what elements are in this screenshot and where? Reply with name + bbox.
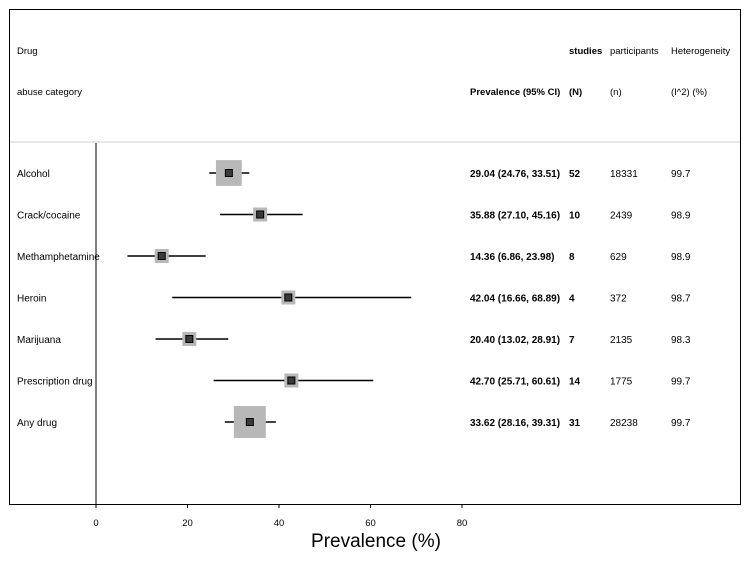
header-heterogeneity-line1: Heterogeneity (671, 46, 730, 57)
studies-count: 8 (569, 252, 575, 263)
studies-count: 31 (569, 418, 581, 429)
forest-row: Methamphetamine 14.36 (6.86, 23.98) 8 629 98… (17, 249, 691, 263)
participants-count: 372 (610, 294, 627, 305)
header-participants-line1: participants (610, 46, 659, 57)
x-axis-title: Prevalence (%) (311, 531, 441, 552)
ci-text: 42.70 (25.71, 60.61) (470, 377, 560, 388)
header-heterogeneity-line2: (I^2) (%) (671, 87, 707, 98)
participants-count: 28238 (610, 418, 638, 429)
ci-text: 33.62 (28.16, 39.31) (470, 418, 560, 429)
participants-count: 2135 (610, 335, 633, 346)
row-label: Any drug (17, 418, 57, 429)
ci-text: 42.04 (16.66, 68.89) (470, 294, 560, 305)
header-participants-line2: (n) (610, 87, 622, 98)
studies-count: 7 (569, 335, 575, 346)
point-estimate (224, 169, 233, 177)
x-tick-label: 40 (274, 518, 285, 529)
heterogeneity-value: 99.7 (671, 418, 691, 429)
row-label: Prescription drug (17, 377, 93, 388)
heterogeneity-value: 99.7 (671, 169, 691, 180)
header-drug-line1: Drug (17, 46, 38, 57)
point-estimate (245, 418, 254, 426)
row-label: Marijuana (17, 335, 61, 346)
studies-count: 4 (569, 294, 575, 305)
point-estimate (287, 376, 296, 385)
participants-count: 18331 (610, 169, 638, 180)
forest-row: Alcohol 29.04 (24.76, 33.51) 52 18331 99.7 (17, 160, 691, 186)
forest-row: Crack/cocaine 35.88 (27.10, 45.16) 10 2439 9… (17, 207, 691, 222)
forest-row: Marijuana 20.40 (13.02, 28.91) 7 2135 98.3 (17, 332, 691, 346)
studies-count: 14 (569, 377, 581, 388)
heterogeneity-value: 98.3 (671, 335, 691, 346)
studies-count: 10 (569, 211, 581, 222)
point-estimate (256, 210, 265, 219)
participants-count: 629 (610, 252, 627, 263)
row-label: Methamphetamine (17, 252, 100, 263)
forest-row: Prescription drug 42.70 (25.71, 60.61) 14 1… (17, 373, 691, 388)
rows-layer: Alcohol 29.04 (24.76, 33.51) 52 18331 99.7 Cr… (17, 160, 691, 438)
ci-text: 29.04 (24.76, 33.51) (470, 169, 560, 180)
point-estimate (157, 252, 166, 260)
forest-row: Heroin 42.04 (16.66, 68.89) 4 372 98.7 (17, 290, 691, 305)
ci-text: 35.88 (27.10, 45.16) (470, 211, 560, 222)
heterogeneity-value: 98.9 (671, 252, 691, 263)
header-studies-line2: (N) (569, 87, 582, 98)
studies-count: 52 (569, 169, 581, 180)
x-tick-label: 60 (365, 518, 376, 529)
heterogeneity-value: 99.7 (671, 377, 691, 388)
header-studies-line1: studies (569, 46, 602, 57)
x-axis: 0 20 40 60 80 (93, 504, 467, 529)
forest-row: Any drug 33.62 (28.16, 39.31) 31 28238 99.7 (17, 406, 691, 438)
x-tick-label: 0 (93, 518, 98, 529)
ci-text: 20.40 (13.02, 28.91) (470, 335, 560, 346)
row-label: Crack/cocaine (17, 211, 81, 222)
plot-frame (9, 9, 741, 505)
row-label: Alcohol (17, 169, 50, 180)
x-tick-label: 80 (457, 518, 468, 529)
header-prevalence: Prevalence (95% CI) (470, 87, 560, 98)
header-drug-line2: abuse category (17, 87, 82, 98)
heterogeneity-value: 98.9 (671, 211, 691, 222)
x-tick-label: 20 (182, 518, 193, 529)
point-estimate (185, 335, 194, 343)
point-estimate (284, 293, 293, 302)
heterogeneity-value: 98.7 (671, 294, 691, 305)
ci-text: 14.36 (6.86, 23.98) (470, 252, 555, 263)
participants-count: 1775 (610, 377, 633, 388)
participants-count: 2439 (610, 211, 633, 222)
row-label: Heroin (17, 294, 46, 305)
